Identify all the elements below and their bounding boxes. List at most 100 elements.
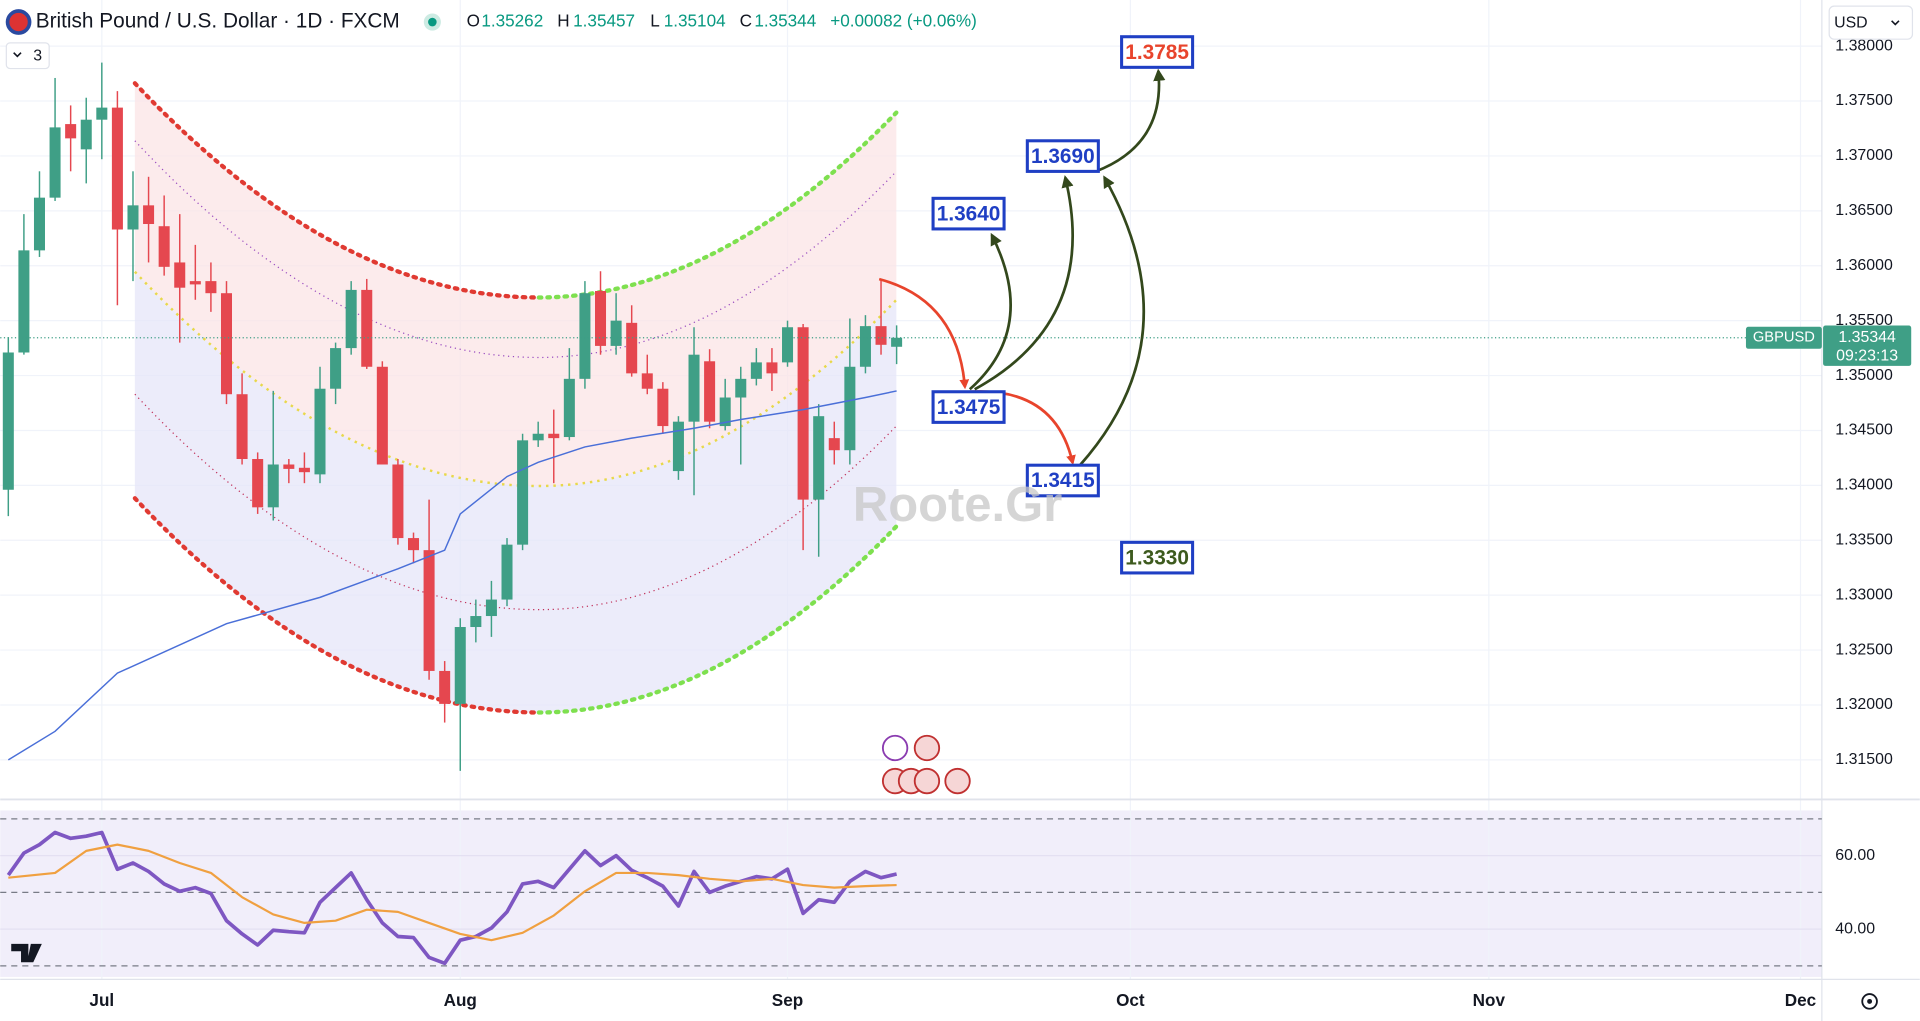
candle-body xyxy=(407,538,420,551)
candle-body xyxy=(828,438,840,451)
candle-body xyxy=(579,293,591,379)
candle-body xyxy=(376,366,388,465)
market-status-dot xyxy=(428,17,437,27)
ohlc-value: 1.35457 xyxy=(573,11,635,31)
ohlc-key: L xyxy=(650,11,660,31)
candle-body xyxy=(704,361,716,422)
arrow xyxy=(1095,68,1166,173)
candle-body xyxy=(688,354,700,422)
settings-icon-center xyxy=(1867,998,1873,1004)
channel-lower-green xyxy=(536,524,899,715)
candle-body xyxy=(18,250,30,353)
candle-body xyxy=(330,348,342,389)
settings-icon[interactable] xyxy=(1861,993,1878,1010)
x-tick-label: Nov xyxy=(1473,990,1506,1010)
annotation-box xyxy=(1025,463,1100,498)
candle-body xyxy=(96,107,108,120)
y-tick-label: 1.36500 xyxy=(1835,202,1893,219)
channel-upper-green xyxy=(536,110,899,300)
tv-logo xyxy=(11,943,42,963)
candle-body xyxy=(891,337,903,347)
y-tick-label: 1.34500 xyxy=(1835,422,1893,439)
candle-body xyxy=(657,388,669,427)
x-tick-label: Jul xyxy=(89,990,114,1010)
y-tick-label: 1.37000 xyxy=(1835,147,1893,164)
chevron xyxy=(13,52,22,58)
candle-body xyxy=(158,226,170,267)
candle-body xyxy=(205,281,217,294)
channel-inner-lower xyxy=(134,393,897,611)
ohlc-key: O xyxy=(467,11,480,31)
symbol-icon xyxy=(5,9,32,35)
currency-button[interactable] xyxy=(1828,5,1914,40)
event-icons xyxy=(881,734,971,795)
candle-body xyxy=(485,599,497,617)
candle-body xyxy=(392,464,404,539)
y-tick-label: 40.00 xyxy=(1835,920,1875,937)
y-tick-label: 60.00 xyxy=(1835,847,1875,864)
rsi-background xyxy=(0,810,1822,977)
candle-body xyxy=(111,107,123,230)
x-tick-label: Dec xyxy=(1785,990,1817,1010)
candle-body xyxy=(252,459,264,508)
candle-body xyxy=(563,378,575,438)
ohlc-value: 1.35344 xyxy=(754,11,816,31)
channel-lower-fill xyxy=(134,271,897,713)
candle-body xyxy=(127,205,139,230)
chevron xyxy=(1891,20,1900,26)
annotation-text: 1.3690 xyxy=(1031,145,1095,168)
event-icon xyxy=(944,767,971,795)
y-tick-label: 1.32000 xyxy=(1835,696,1893,713)
symbol-title: British Pound / U.S. Dollar · 1D · FXCM xyxy=(36,10,400,33)
channel-upper-red xyxy=(132,81,542,300)
candle-body xyxy=(595,290,607,346)
candle-body xyxy=(844,366,856,451)
y-tick-label: 1.38000 xyxy=(1835,37,1893,54)
candle-body xyxy=(143,205,155,225)
ohlc-key: H xyxy=(557,11,569,31)
annotation-text: 1.3785 xyxy=(1125,41,1189,64)
x-tick-label: Sep xyxy=(772,990,803,1010)
x-tick-label: Aug xyxy=(444,990,477,1010)
price-tag xyxy=(1823,325,1912,366)
symbol-tag xyxy=(1745,326,1822,349)
change: +0.00082 (+0.06%) xyxy=(830,11,977,31)
candle-body xyxy=(470,616,482,628)
candle-body xyxy=(65,124,77,139)
candle-body xyxy=(532,433,544,441)
ohlc-value: 1.35104 xyxy=(664,11,726,31)
y-tick-label: 1.37500 xyxy=(1835,92,1893,109)
candle-body xyxy=(283,464,295,469)
symbol-tag-label: GBPUSD xyxy=(1753,330,1815,346)
price-tag-value: 1.35344 xyxy=(1838,329,1896,346)
candle-body xyxy=(49,127,61,198)
event-icon xyxy=(913,734,941,762)
annotation-box xyxy=(1025,139,1100,173)
candle-body xyxy=(80,119,92,150)
candle-body xyxy=(735,378,747,398)
candle-body xyxy=(672,421,684,472)
y-tick-label: 1.33000 xyxy=(1835,586,1893,603)
candle-body xyxy=(875,326,887,345)
candle-body xyxy=(782,327,794,363)
y-tick-label: 1.35500 xyxy=(1835,312,1893,329)
arrow xyxy=(878,277,970,390)
x-tick-label: Oct xyxy=(1116,990,1145,1010)
candle-body xyxy=(548,433,560,439)
candle-body xyxy=(189,281,201,285)
candle-body xyxy=(314,388,326,475)
y-tick-label: 1.31500 xyxy=(1835,751,1893,768)
y-tick-label: 1.33500 xyxy=(1835,531,1893,548)
event-icon xyxy=(913,767,941,795)
candle-body xyxy=(750,362,762,379)
indicator-toggle[interactable] xyxy=(5,42,50,70)
y-tick-label: 1.35000 xyxy=(1835,367,1893,384)
y-tick-label: 1.34000 xyxy=(1835,477,1893,494)
axes: Jul Aug Sep Oct Nov Dec 1.31500 1.32000 1.32500 1… xyxy=(89,37,1912,1010)
indicator-count: 3 xyxy=(33,48,42,65)
ohlc-value: 1.35262 xyxy=(481,11,543,31)
candle-body xyxy=(345,289,357,349)
currency: USD xyxy=(1834,14,1868,31)
